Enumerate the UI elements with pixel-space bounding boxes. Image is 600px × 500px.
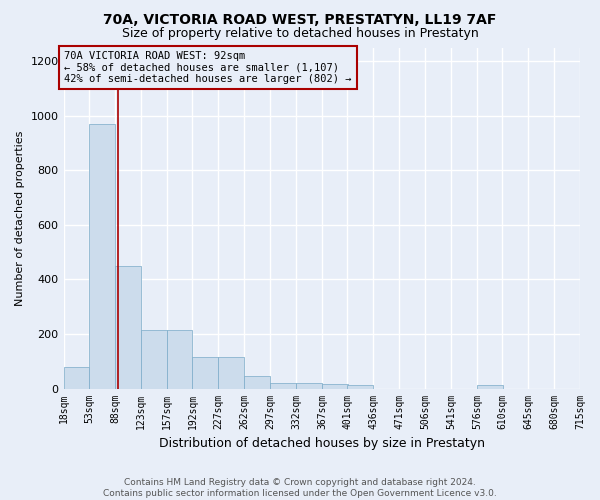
Text: 70A VICTORIA ROAD WEST: 92sqm
← 58% of detached houses are smaller (1,107)
42% o: 70A VICTORIA ROAD WEST: 92sqm ← 58% of d…	[64, 51, 352, 84]
Text: Contains HM Land Registry data © Crown copyright and database right 2024.
Contai: Contains HM Land Registry data © Crown c…	[103, 478, 497, 498]
Bar	[89, 124, 115, 388]
Bar	[322, 384, 348, 388]
Bar	[142, 330, 167, 388]
X-axis label: Distribution of detached houses by size in Prestatyn: Distribution of detached houses by size …	[159, 437, 485, 450]
Bar	[296, 382, 322, 388]
Bar	[193, 357, 218, 388]
Text: Size of property relative to detached houses in Prestatyn: Size of property relative to detached ho…	[122, 28, 478, 40]
Bar	[218, 357, 244, 388]
Y-axis label: Number of detached properties: Number of detached properties	[15, 130, 25, 306]
Bar	[347, 386, 373, 388]
Bar	[477, 386, 503, 388]
Bar	[64, 366, 89, 388]
Bar	[244, 376, 270, 388]
Text: 70A, VICTORIA ROAD WEST, PRESTATYN, LL19 7AF: 70A, VICTORIA ROAD WEST, PRESTATYN, LL19…	[103, 12, 497, 26]
Bar	[115, 266, 142, 388]
Bar	[167, 330, 193, 388]
Bar	[270, 382, 296, 388]
